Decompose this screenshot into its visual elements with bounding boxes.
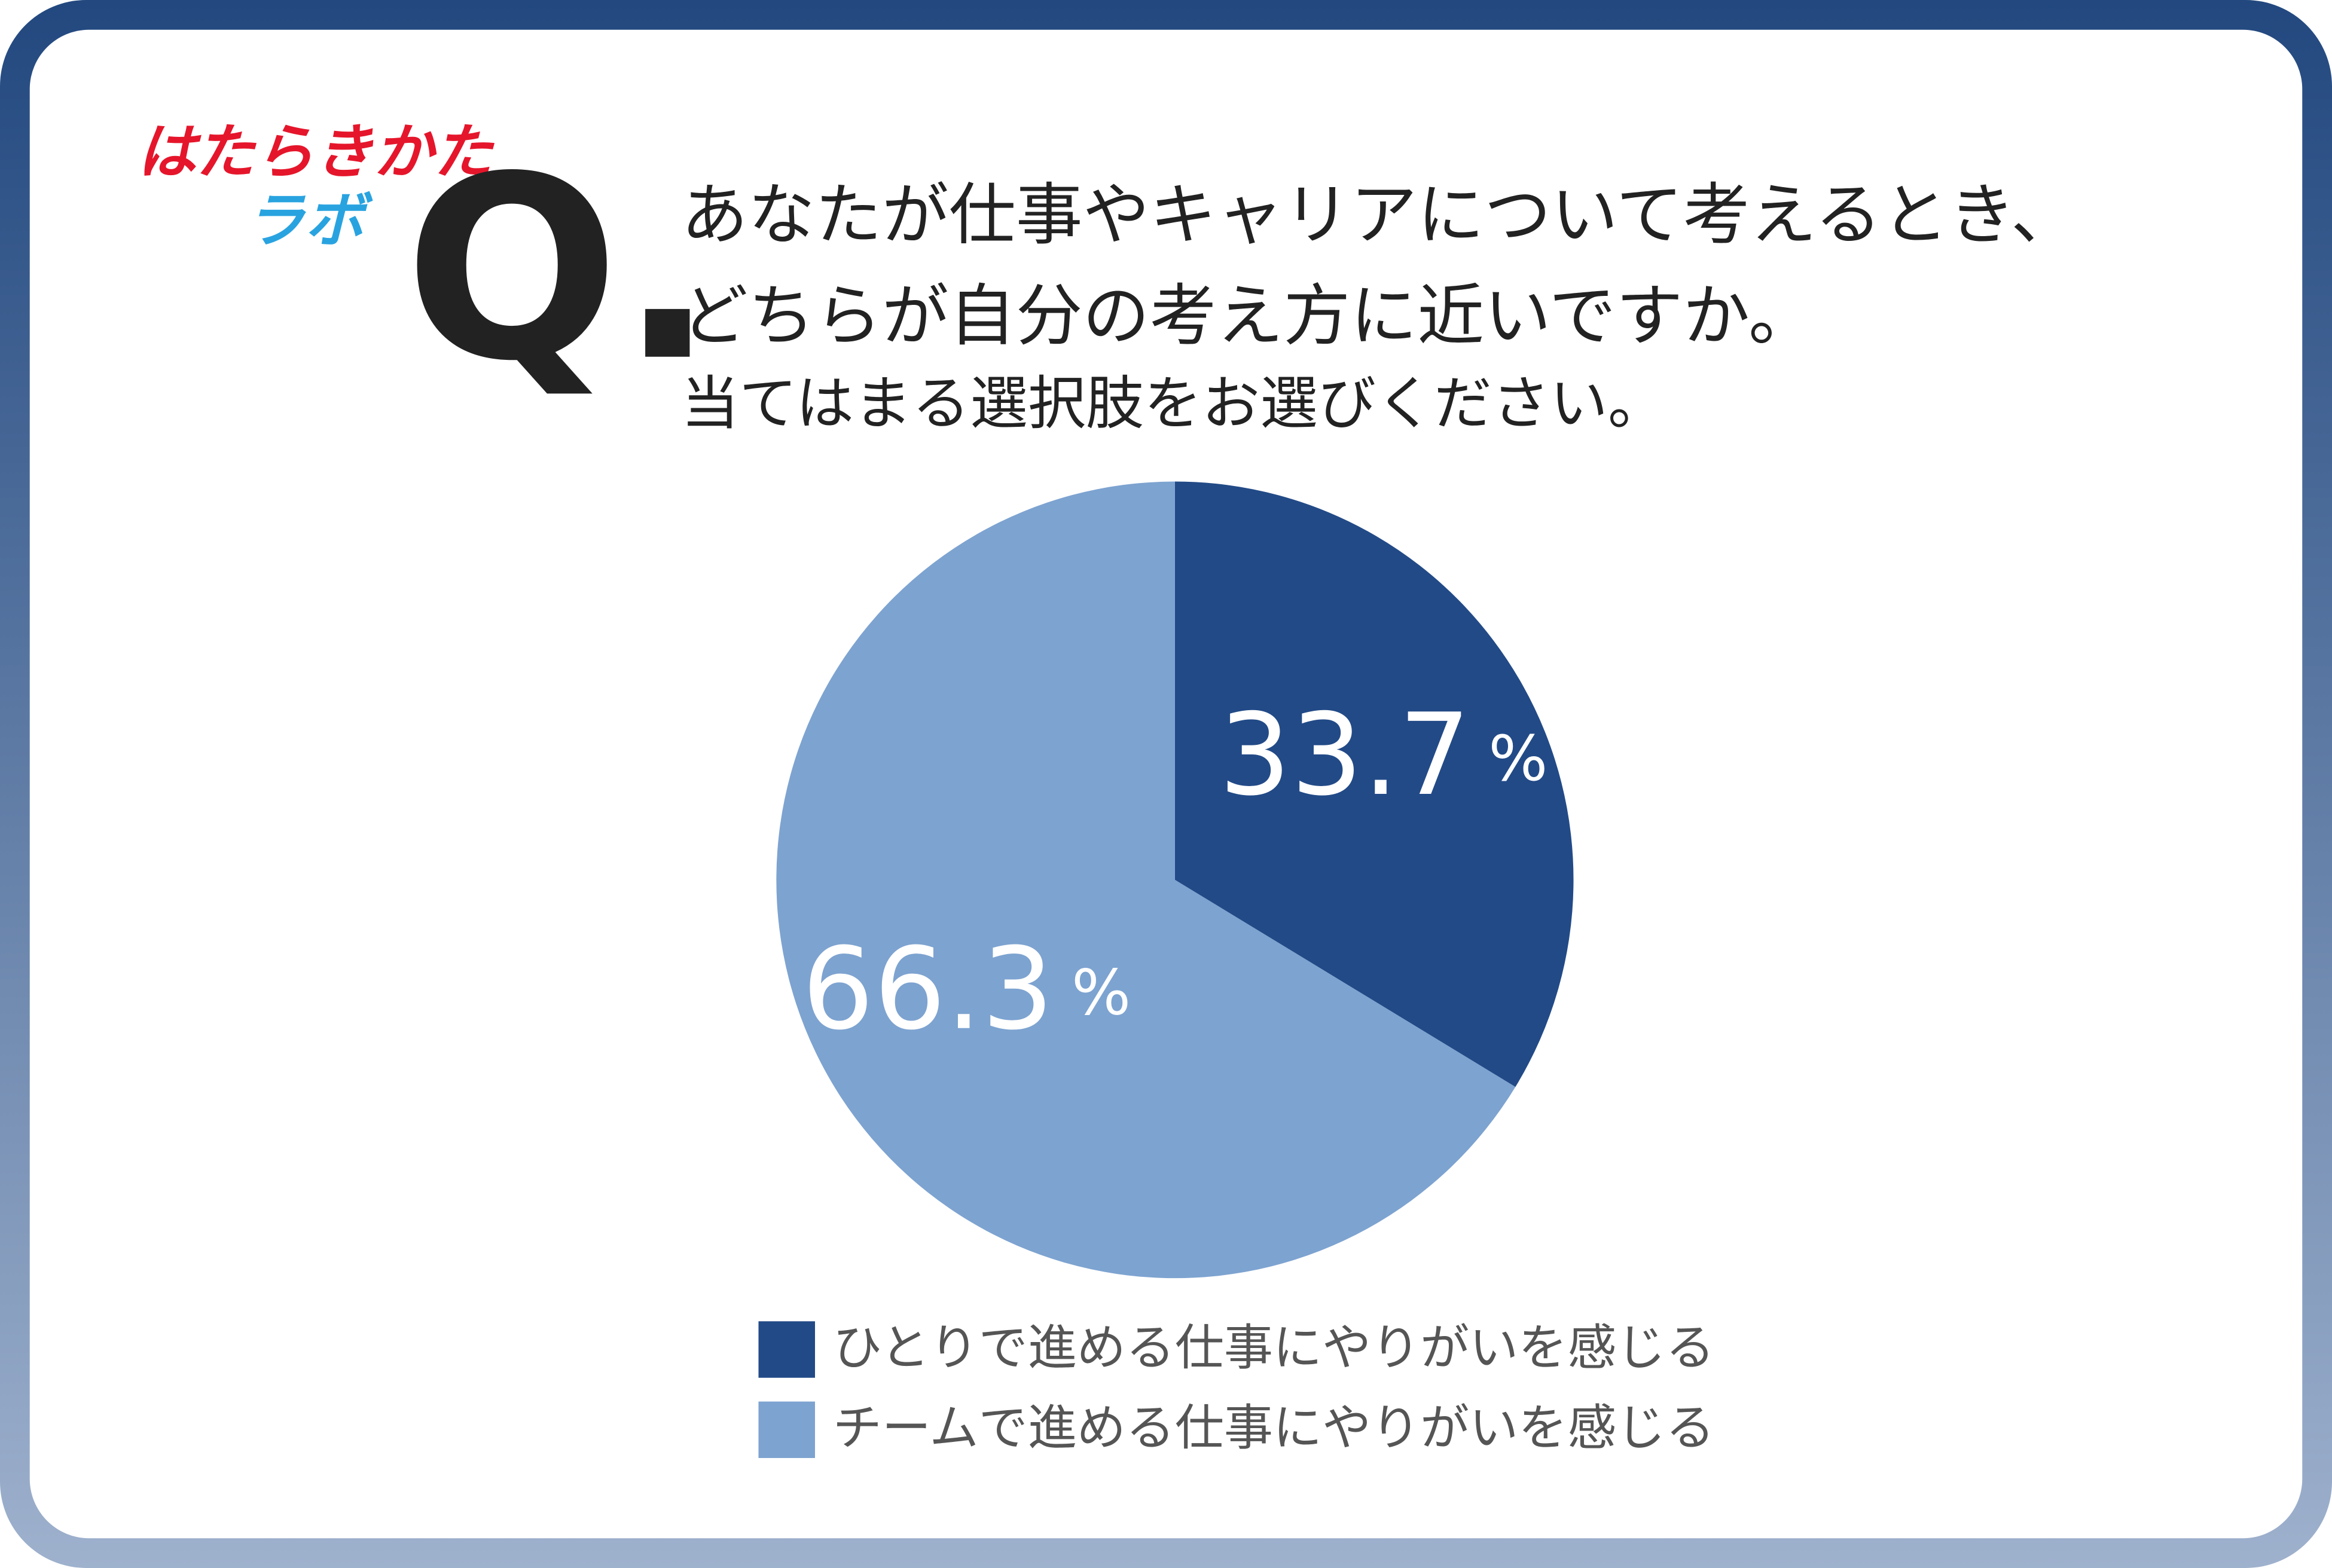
question-mark: Q. bbox=[405, 123, 716, 417]
question-text: あなたが仕事やキャリアについて考えるとき、 bbox=[681, 176, 2078, 254]
pie-slice bbox=[1174, 481, 1574, 1087]
pie-slice bbox=[776, 481, 1516, 1279]
pie: 33.7 % 66.3% bbox=[776, 481, 1574, 1279]
logo-text: ラボ bbox=[245, 187, 373, 255]
logo-text: はたらきかた bbox=[137, 118, 495, 187]
legend-swatch bbox=[758, 1401, 816, 1459]
question-text: 当てはまる選択肢をお選びください。 bbox=[681, 370, 1666, 438]
legend-label: チームで進める仕事にやりがいを感じる bbox=[833, 1400, 1715, 1457]
question-text: どちらが自分の考え方に近いですか。 bbox=[681, 277, 1815, 355]
value-label: 66.3% bbox=[802, 924, 1131, 1055]
legend-swatch bbox=[758, 1321, 816, 1378]
legend-label: ひとりで進める仕事にやりがいを感じる bbox=[833, 1319, 1715, 1376]
value-label: 33.7% bbox=[1219, 689, 1548, 821]
